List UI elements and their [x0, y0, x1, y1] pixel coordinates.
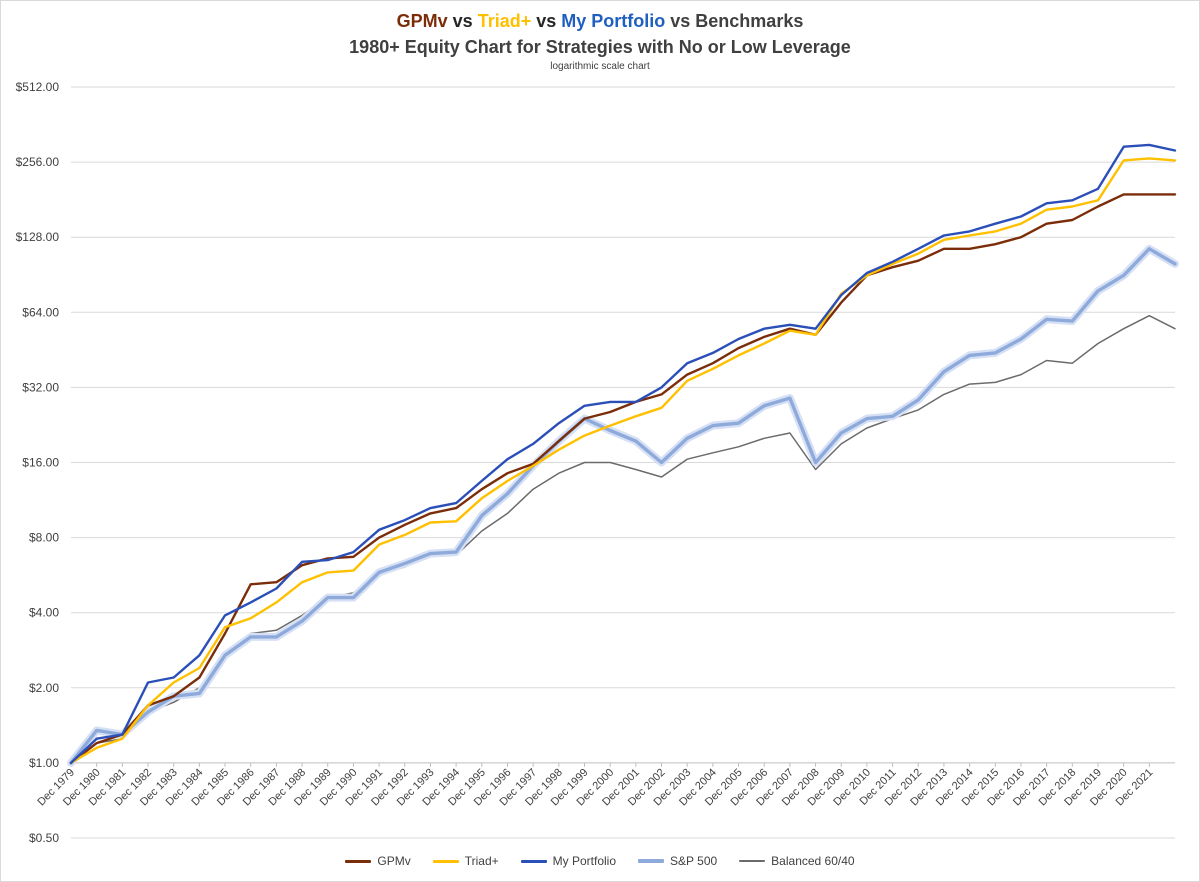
y-tick-label: $32.00 — [22, 380, 59, 394]
legend-swatch — [638, 859, 665, 863]
series-line-my-portfolio — [69, 143, 1177, 765]
chart-title-line1: GPMv vs Triad+ vs My Portfolio vs Benchm… — [1, 11, 1199, 32]
legend-item: GPMv — [345, 854, 411, 868]
title-part-4: My Portfolio — [561, 11, 666, 31]
chart-title-line2: 1980+ Equity Chart for Strategies with N… — [349, 37, 851, 57]
title-part-3: vs — [531, 11, 562, 31]
legend-item: Triad+ — [432, 854, 499, 868]
legend-item: S&P 500 — [638, 854, 717, 868]
series-line-triad- — [69, 157, 1177, 765]
legend-label: Balanced 60/40 — [771, 854, 855, 868]
y-tick-label: $1.00 — [29, 756, 59, 770]
y-tick-label: $2.00 — [29, 681, 59, 695]
series-layer — [67, 143, 1179, 767]
legend-label: My Portfolio — [552, 854, 617, 868]
title-part-1: vs — [447, 11, 478, 31]
chart-subtitle: logarithmic scale chart — [550, 61, 650, 72]
grid-layer — [71, 86, 1175, 839]
series-halo-sp500 — [67, 244, 1179, 767]
series-line-gpmv — [69, 193, 1177, 765]
y-tick-label: $256.00 — [16, 155, 60, 169]
y-tick-label: $4.00 — [29, 606, 59, 620]
legend-item: My Portfolio — [520, 854, 617, 868]
legend-swatch — [739, 860, 766, 862]
legend-label: Triad+ — [464, 854, 499, 868]
y-tick-label: $512.00 — [16, 80, 60, 94]
legend-label: GPMv — [377, 854, 411, 868]
legend-swatch — [345, 859, 372, 863]
legend-item: Balanced 60/40 — [739, 854, 855, 868]
y-tick-label: $0.50 — [29, 831, 59, 845]
legend-swatch — [432, 859, 459, 863]
chart-legend: GPMv Triad+ My Portfolio S&P 500 Balanced 60… — [1, 854, 1199, 868]
series-line-balanced-60-40 — [70, 314, 1176, 764]
y-tick-label: $128.00 — [16, 230, 60, 244]
y-tick-label: $64.00 — [22, 305, 59, 319]
title-part-5: vs Benchmarks — [665, 11, 804, 31]
legend-swatch — [520, 859, 547, 863]
legend-label: S&P 500 — [670, 854, 718, 868]
y-tick-label: $16.00 — [22, 456, 59, 470]
series-line-s-p-500 — [69, 247, 1177, 765]
title-part-2: Triad+ — [477, 11, 532, 31]
title-part-0: GPMv — [396, 11, 448, 31]
y-tick-label: $8.00 — [29, 531, 59, 545]
